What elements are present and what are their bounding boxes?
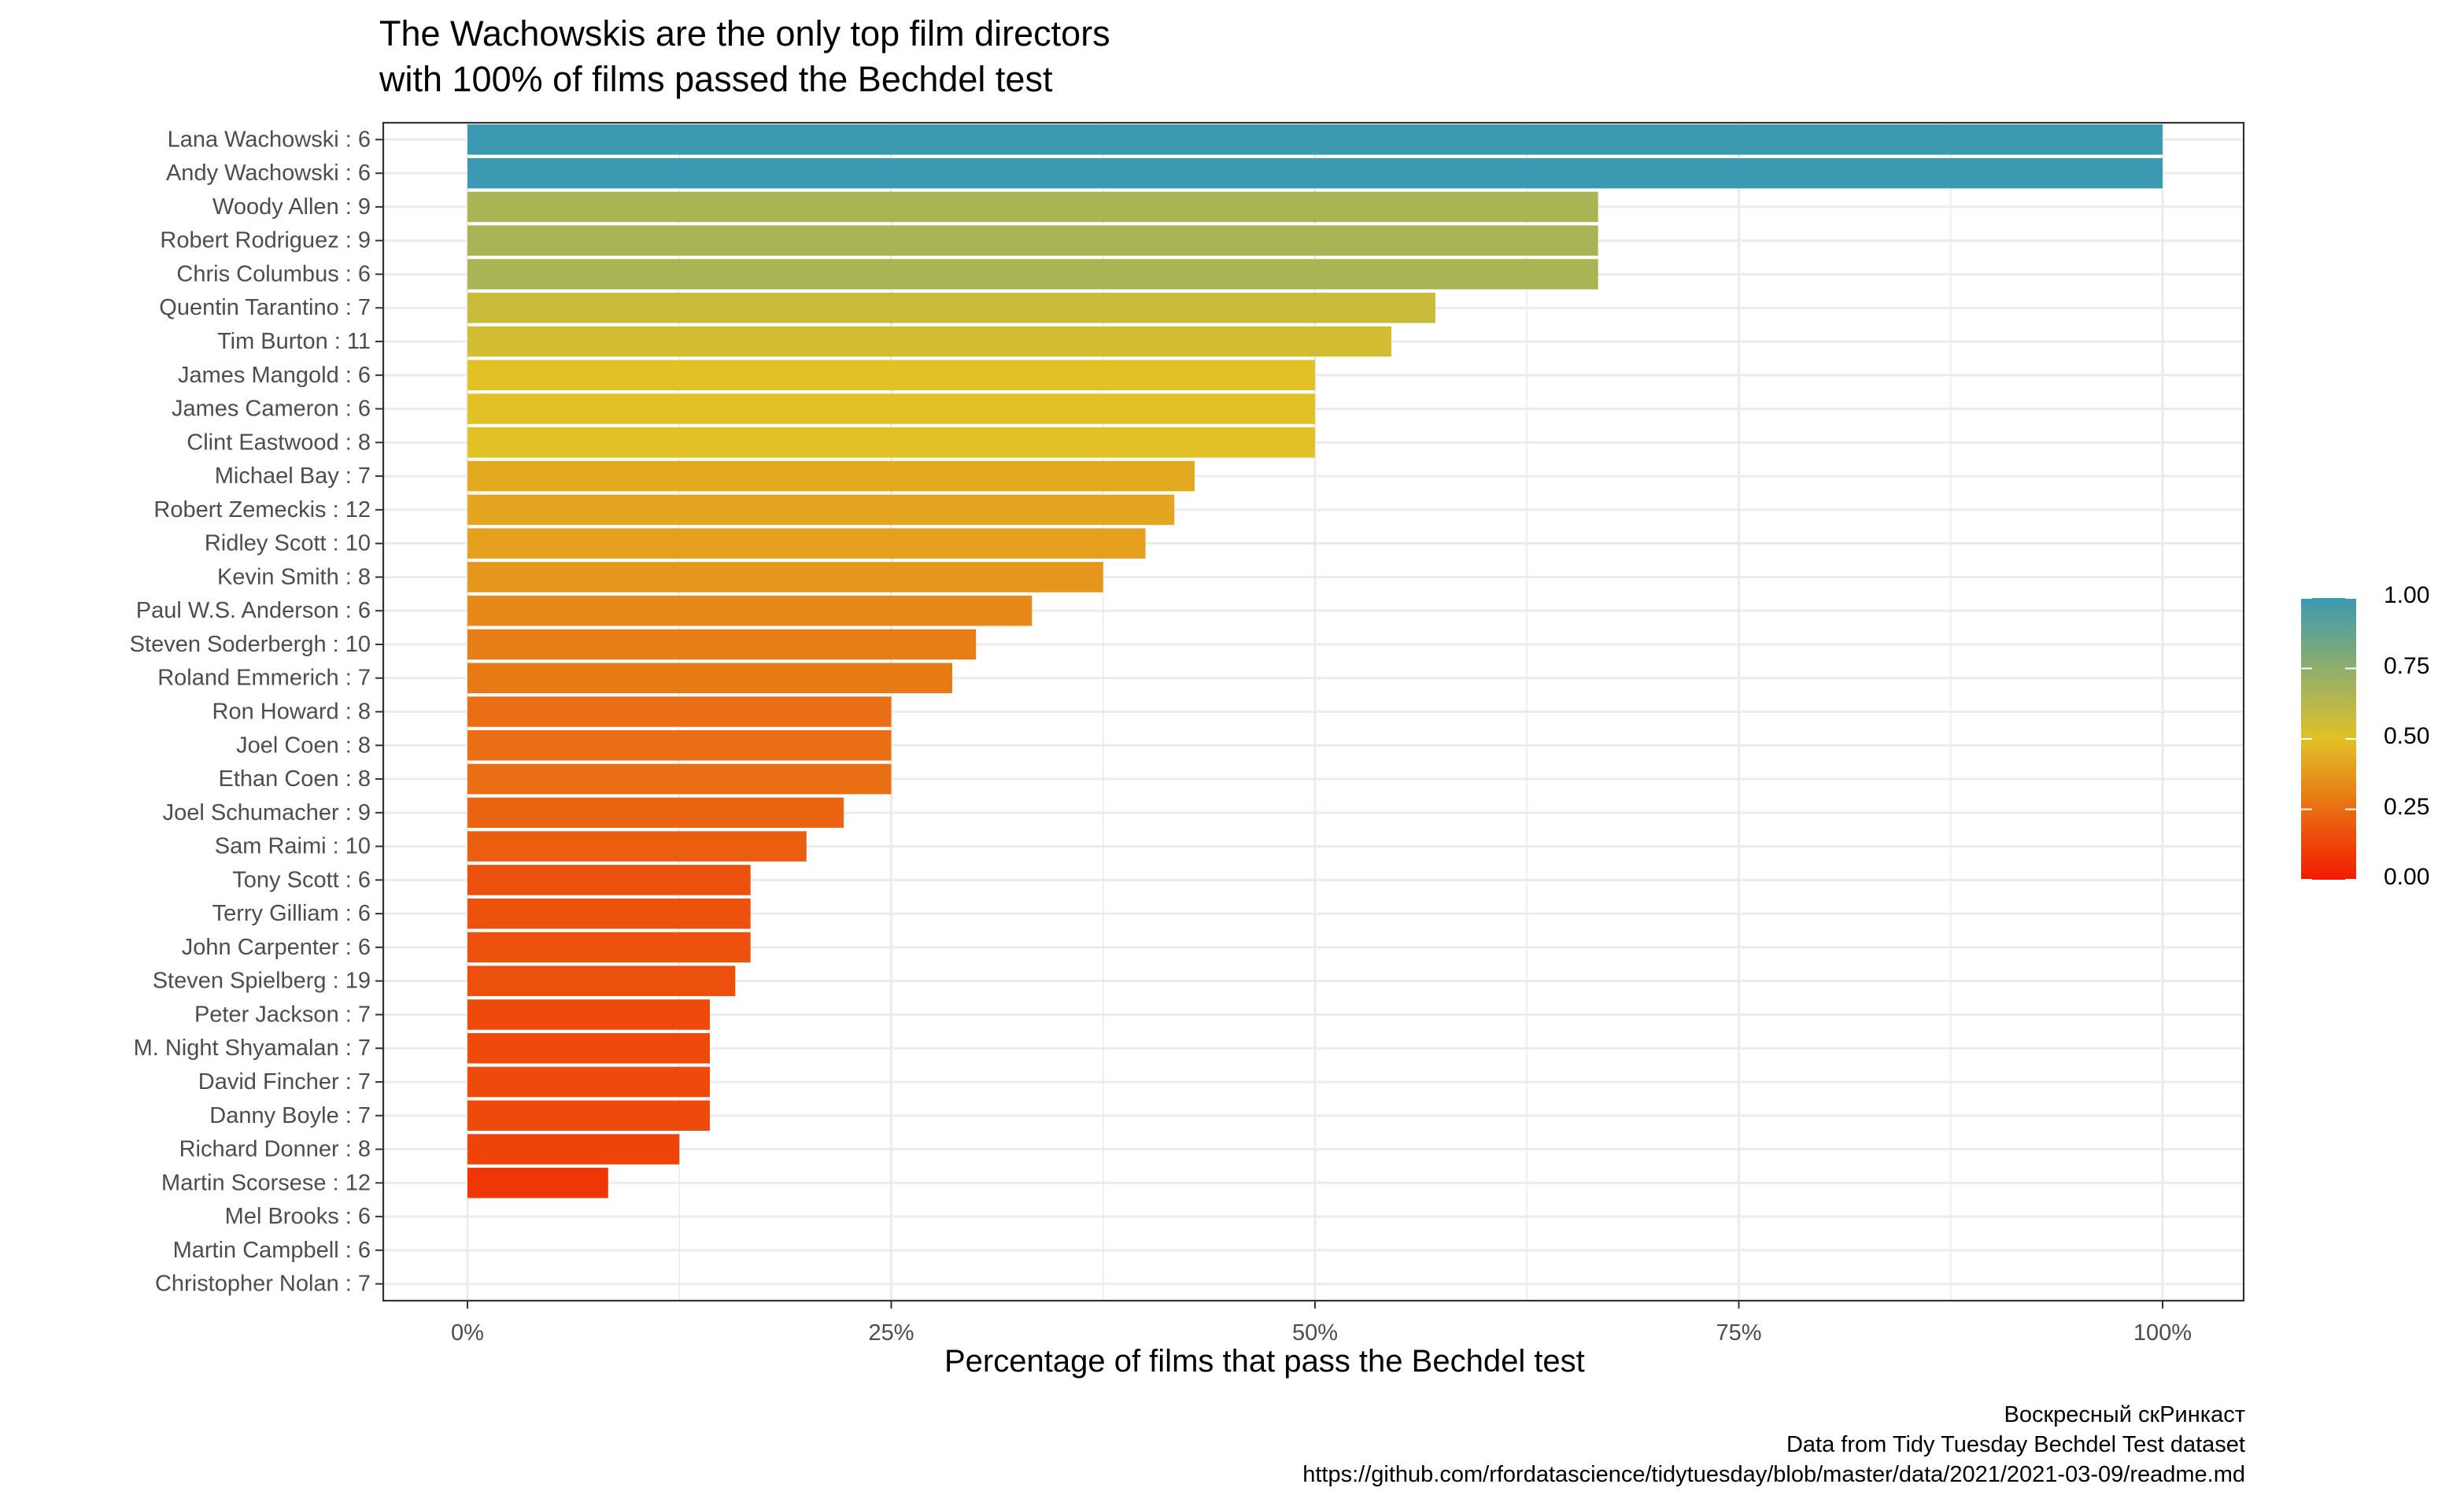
y-tick-label: Tim Burton : 11 (217, 329, 371, 354)
caption-line-2: Data from Tidy Tuesday Bechdel Test data… (1786, 1432, 2245, 1457)
bar (467, 965, 736, 996)
y-tick-label: Mel Brooks : 6 (225, 1204, 371, 1229)
x-tick-label: 0% (451, 1320, 484, 1346)
legend-tick-label: 0.00 (2384, 864, 2430, 890)
bar (467, 898, 751, 929)
y-tick-label: Robert Zemeckis : 12 (153, 497, 371, 522)
y-tick-label: Martin Campbell : 6 (173, 1238, 371, 1263)
y-tick-label: Peter Jackson : 7 (194, 1002, 371, 1027)
bar (467, 157, 2163, 189)
y-tick-label: Clint Eastwood : 8 (187, 430, 371, 455)
caption-line-3: https://github.com/rfordatascience/tidyt… (1302, 1462, 2245, 1487)
bar (467, 831, 807, 862)
y-tick-label: Kevin Smith : 8 (217, 564, 371, 589)
bar (467, 259, 1598, 290)
y-tick-label: Richard Donner : 8 (179, 1137, 371, 1162)
bar (467, 797, 844, 829)
y-tick-label: Steven Soderbergh : 10 (130, 632, 371, 657)
y-tick-label: Sam Raimi : 10 (215, 834, 371, 859)
x-tick-label: 100% (2133, 1320, 2192, 1346)
y-tick-label: James Mangold : 6 (178, 363, 371, 388)
x-axis: 0% 25% 50% 75% 100% (451, 1301, 2192, 1346)
bar (467, 191, 1598, 223)
bar (467, 326, 1391, 357)
y-tick-label: Ron Howard : 8 (212, 700, 371, 725)
bar (467, 629, 977, 660)
y-tick-label: Martin Scorsese : 12 (161, 1170, 371, 1195)
x-tick-label: 50% (1292, 1320, 1338, 1346)
caption-line-1: Воскресный скРинкаст (2004, 1402, 2245, 1427)
y-tick-label: Chris Columbus : 6 (176, 261, 371, 286)
legend-tick-label: 1.00 (2384, 582, 2430, 608)
bar (467, 1032, 711, 1064)
bar (467, 393, 1315, 424)
x-tick-label: 25% (868, 1320, 914, 1346)
bar (467, 595, 1033, 626)
chart-title: The Wachowskis are the only top film dir… (379, 11, 1110, 102)
bar (467, 562, 1103, 593)
y-tick-label: Ethan Coen : 8 (219, 766, 371, 792)
y-tick-label: Andy Wachowski : 6 (166, 161, 371, 186)
y-tick-label: Roland Emmerich : 7 (157, 666, 371, 691)
y-tick-label: Michael Bay : 7 (215, 463, 371, 489)
bar (467, 1066, 711, 1098)
y-tick-label: Robert Rodriguez : 9 (160, 228, 371, 253)
y-tick-label: Christopher Nolan : 7 (155, 1272, 371, 1297)
y-tick-label: Ridley Scott : 10 (205, 531, 371, 556)
y-tick-label: Danny Boyle : 7 (209, 1103, 371, 1128)
legend-tick-label: 0.50 (2384, 723, 2430, 749)
bar (467, 696, 892, 727)
x-axis-label: Percentage of films that pass the Bechde… (944, 1344, 1585, 1379)
y-tick-label: Paul W.S. Anderson : 6 (136, 598, 371, 623)
bar (467, 427, 1315, 458)
bar (467, 932, 751, 963)
bar (467, 730, 892, 761)
y-tick-label: Joel Coen : 8 (236, 733, 371, 758)
y-tick-label: Lana Wachowski : 6 (168, 127, 371, 152)
bar (467, 763, 892, 795)
bar (467, 1134, 680, 1165)
y-tick-label: Quentin Tarantino : 7 (159, 295, 371, 320)
y-axis: Lana Wachowski : 6 Andy Wachowski : 6 Wood… (130, 127, 383, 1297)
y-tick-label: David Fincher : 7 (198, 1069, 371, 1095)
bar (467, 124, 2163, 155)
chart-title-line-1: The Wachowskis are the only top film dir… (379, 13, 1110, 54)
bar (467, 225, 1598, 256)
bar (467, 1168, 608, 1198)
y-tick-label: James Cameron : 6 (172, 397, 371, 422)
y-tick-label: M. Night Shyamalan : 7 (134, 1036, 371, 1061)
bar (467, 528, 1146, 559)
bar (467, 865, 751, 895)
legend-tick-label: 0.25 (2384, 794, 2430, 820)
bar (467, 663, 953, 693)
bar (467, 494, 1175, 526)
bar (467, 292, 1435, 323)
chart-title-line-2: with 100% of films passed the Bechdel te… (379, 59, 1053, 99)
y-tick-label: Joel Schumacher : 9 (163, 800, 371, 825)
legend-ticks (2301, 597, 2356, 881)
bars (467, 124, 2163, 1198)
y-tick-label: John Carpenter : 6 (182, 935, 371, 960)
x-tick-label: 75% (1716, 1320, 1761, 1346)
legend-tick-label: 0.75 (2384, 653, 2430, 679)
y-tick-label: Terry Gilliam : 6 (212, 901, 371, 926)
y-tick-label: Steven Spielberg : 19 (153, 969, 371, 994)
y-tick-label: Woody Allen : 9 (212, 194, 371, 220)
bar (467, 999, 711, 1030)
y-tick-label: Tony Scott : 6 (232, 867, 371, 892)
bar (467, 460, 1195, 492)
bar (467, 360, 1315, 391)
bar (467, 1100, 711, 1132)
